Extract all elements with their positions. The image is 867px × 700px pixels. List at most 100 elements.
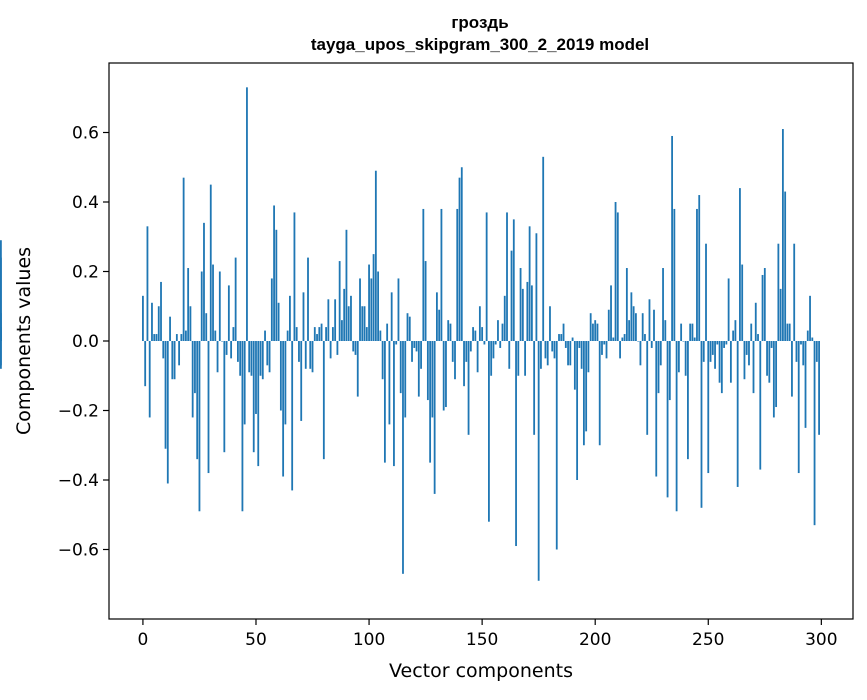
- bar: [273, 205, 275, 341]
- bar: [440, 208, 443, 341]
- bar: [207, 341, 210, 474]
- bar: [779, 288, 782, 341]
- bar: [243, 341, 246, 425]
- bar: [680, 323, 683, 341]
- y-tick-label: −0.6: [58, 541, 99, 561]
- bar: [639, 341, 642, 366]
- bar: [689, 323, 692, 341]
- bar: [402, 341, 404, 574]
- bar: [316, 334, 318, 341]
- bar: [759, 341, 762, 470]
- y-axis-label: Components values: [13, 247, 35, 435]
- bar: [264, 330, 266, 341]
- bar: [307, 257, 309, 341]
- bar: [413, 341, 416, 348]
- bar: [393, 341, 395, 467]
- bar: [544, 341, 547, 359]
- bar: [664, 320, 667, 341]
- bar: [442, 341, 445, 411]
- bar: [772, 341, 775, 418]
- bar: [198, 341, 201, 512]
- bar: [142, 295, 144, 341]
- bar: [467, 341, 470, 435]
- bar: [417, 341, 420, 397]
- bar: [768, 341, 771, 383]
- bar: [347, 306, 350, 341]
- bar: [494, 341, 497, 345]
- bar: [0, 327, 2, 341]
- bar: [252, 341, 255, 453]
- bar: [763, 268, 766, 341]
- bar: [693, 337, 696, 341]
- bar: [309, 341, 312, 369]
- bar: [180, 334, 183, 341]
- bar: [191, 341, 194, 418]
- bar: [598, 341, 601, 446]
- bar: [684, 341, 687, 376]
- bar: [476, 341, 479, 373]
- bar: [754, 302, 757, 341]
- bar: [752, 341, 755, 394]
- bar: [327, 299, 330, 341]
- bar: [279, 341, 282, 411]
- bar: [775, 341, 778, 408]
- bar: [465, 341, 468, 362]
- bar: [635, 313, 637, 341]
- bar: [508, 341, 511, 369]
- bar: [725, 341, 728, 345]
- bar: [223, 341, 226, 453]
- bar: [723, 341, 726, 348]
- bar: [592, 323, 594, 341]
- bar: [438, 309, 441, 341]
- bar: [709, 341, 712, 362]
- bar: [535, 233, 538, 341]
- bar: [146, 226, 149, 341]
- bar: [705, 243, 707, 341]
- bar: [277, 302, 280, 341]
- bar: [644, 334, 646, 341]
- bar: [336, 341, 339, 355]
- bar: [603, 341, 606, 345]
- bar: [291, 341, 294, 491]
- chart-subtitle: tayga_upos_skipgram_300_2_2019 model: [311, 35, 649, 54]
- bar: [435, 292, 438, 341]
- bar: [745, 341, 748, 355]
- bar: [657, 341, 660, 394]
- bar: [517, 341, 520, 376]
- bar: [739, 188, 741, 341]
- bar: [350, 295, 352, 341]
- bar: [187, 268, 190, 341]
- bar: [797, 341, 800, 474]
- bar: [761, 274, 764, 341]
- bar: [261, 341, 264, 380]
- bar: [415, 341, 418, 352]
- bar: [750, 323, 753, 341]
- y-tick-label: −0.2: [58, 402, 99, 422]
- bar: [564, 341, 567, 348]
- bar: [474, 330, 477, 341]
- bar: [0, 341, 2, 366]
- bar: [359, 278, 361, 341]
- bar: [370, 278, 373, 341]
- bar: [469, 341, 472, 352]
- bar: [757, 334, 759, 341]
- bar: [555, 341, 558, 550]
- bar: [472, 327, 474, 341]
- bar: [711, 341, 714, 355]
- bar: [431, 341, 434, 418]
- bar: [311, 341, 314, 373]
- bar: [524, 341, 527, 376]
- bar: [408, 316, 411, 341]
- bar: [356, 341, 359, 397]
- bar: [341, 320, 343, 341]
- bar: [605, 341, 608, 359]
- bar: [236, 341, 239, 362]
- bar: [766, 341, 768, 376]
- bar: [671, 135, 673, 341]
- bar: [334, 299, 337, 341]
- bar: [614, 202, 617, 341]
- bar: [289, 295, 291, 341]
- bar: [580, 341, 583, 369]
- bar: [537, 341, 540, 581]
